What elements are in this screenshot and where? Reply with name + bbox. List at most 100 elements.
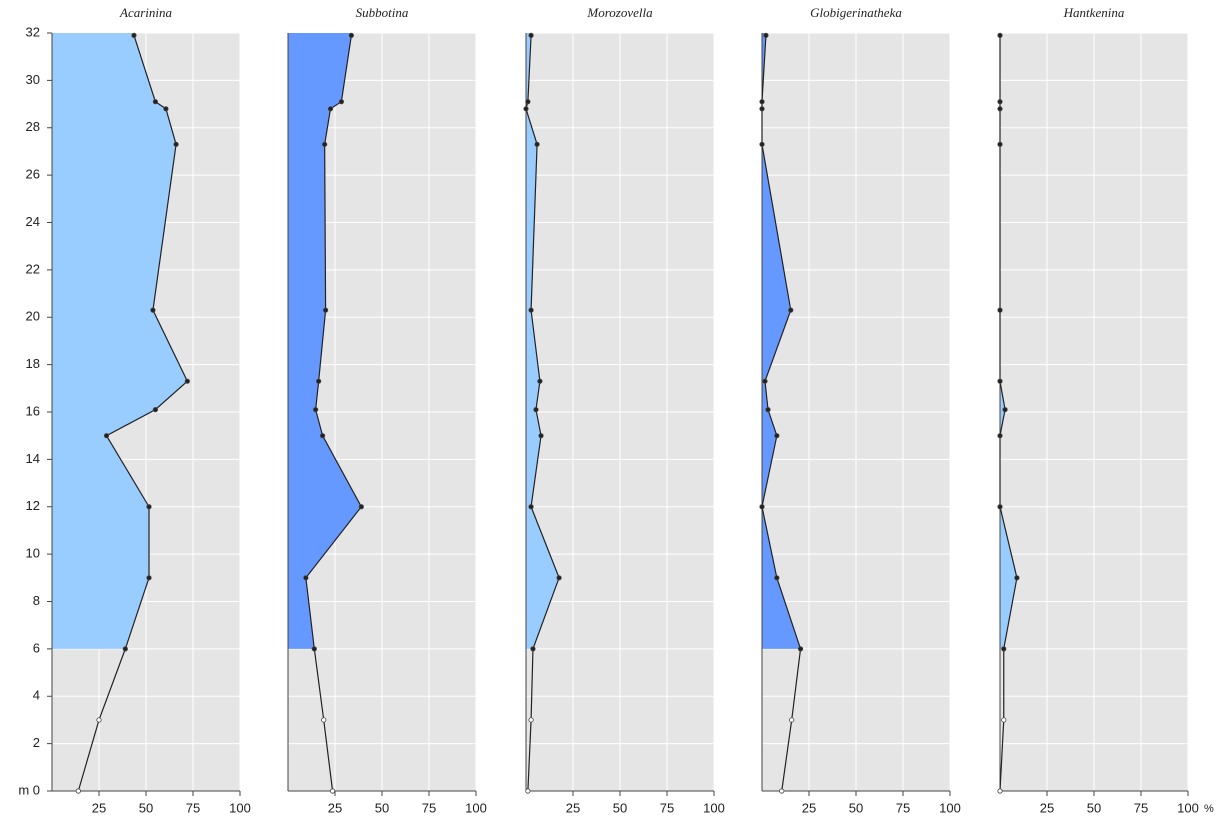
data-point xyxy=(774,433,780,439)
panel-title: Globigerinatheka xyxy=(810,5,902,20)
data-point xyxy=(1001,646,1007,652)
data-point xyxy=(303,575,309,581)
data-point xyxy=(311,646,317,652)
y-tick-label: 8 xyxy=(33,593,40,608)
data-point xyxy=(528,717,534,723)
data-point xyxy=(173,141,179,147)
data-point xyxy=(131,32,137,38)
data-point xyxy=(530,646,536,652)
data-point xyxy=(1014,575,1020,581)
data-point xyxy=(534,141,540,147)
data-point xyxy=(528,32,534,38)
y-tick-label: 14 xyxy=(26,451,40,466)
data-point xyxy=(997,378,1003,384)
data-point xyxy=(759,106,765,112)
x-tick-label: 100 xyxy=(229,800,251,815)
data-point xyxy=(997,141,1003,147)
data-point xyxy=(528,307,534,313)
x-tick-label: 75 xyxy=(422,800,436,815)
x-tick-label: 25 xyxy=(1040,800,1054,815)
data-point xyxy=(146,575,152,581)
y-tick-label: 16 xyxy=(26,403,40,418)
data-point xyxy=(759,504,765,510)
data-point xyxy=(316,378,322,384)
y-tick-label: 22 xyxy=(26,261,40,276)
data-point xyxy=(319,433,326,439)
data-point xyxy=(788,307,794,313)
x-tick-label: 25 xyxy=(92,800,106,815)
data-point xyxy=(797,646,804,652)
panel-title: Morozovella xyxy=(586,5,653,20)
data-point xyxy=(997,788,1003,794)
data-point xyxy=(789,717,795,723)
area-fill xyxy=(1000,33,1017,649)
x-tick-label: 50 xyxy=(613,800,627,815)
data-point xyxy=(759,99,765,105)
y-tick-label: 4 xyxy=(33,688,40,703)
y-tick-label: 12 xyxy=(26,498,40,513)
x-tick-label: 100 xyxy=(939,800,961,815)
data-point xyxy=(1002,407,1008,413)
x-tick-label: 50 xyxy=(849,800,863,815)
y-tick-label: 20 xyxy=(26,309,40,324)
data-point xyxy=(322,307,329,313)
x-tick-label: 25 xyxy=(566,800,580,815)
data-point xyxy=(525,99,531,105)
data-point xyxy=(146,504,152,510)
data-point xyxy=(152,407,158,413)
area-fill xyxy=(526,33,560,649)
x-tick-label: 100 xyxy=(1177,800,1199,815)
data-point xyxy=(329,788,336,794)
y-tick-label: 2 xyxy=(33,735,40,750)
data-point xyxy=(997,433,1003,439)
x-tick-label: 100 xyxy=(703,800,725,815)
x-tick-label: 75 xyxy=(1134,800,1148,815)
y-tick-label: 24 xyxy=(26,214,40,229)
data-point xyxy=(997,106,1003,112)
data-point xyxy=(533,407,539,413)
data-point xyxy=(779,788,785,794)
y-tick-label: 28 xyxy=(26,119,40,134)
data-point xyxy=(327,106,334,112)
data-point xyxy=(322,141,328,147)
data-point xyxy=(103,433,110,439)
data-point xyxy=(997,307,1003,313)
data-point xyxy=(1001,717,1007,723)
data-point xyxy=(556,575,562,581)
data-point xyxy=(96,717,102,723)
data-point xyxy=(321,717,327,723)
data-point xyxy=(152,99,158,105)
panel-title: Acarinina xyxy=(119,5,172,20)
data-point xyxy=(358,504,364,510)
y-tick-label: m 0 xyxy=(18,782,40,797)
data-point xyxy=(762,378,768,384)
data-point xyxy=(774,575,780,581)
x-tick-label: 25 xyxy=(328,800,342,815)
area-fill xyxy=(52,33,188,649)
area-fill xyxy=(288,33,362,649)
y-tick-label: 32 xyxy=(26,24,40,39)
x-tick-label: 75 xyxy=(660,800,674,815)
data-point xyxy=(997,99,1003,105)
panel-title: Hantkenina xyxy=(1063,5,1125,20)
data-point xyxy=(997,504,1003,510)
data-point xyxy=(313,407,319,413)
x-tick-label: 75 xyxy=(186,800,200,815)
data-point xyxy=(537,378,543,384)
data-point xyxy=(538,433,544,439)
x-tick-label: 25 xyxy=(802,800,816,815)
x-tick-label: 50 xyxy=(139,800,153,815)
data-point xyxy=(184,378,190,384)
area-fill xyxy=(762,33,801,649)
data-point xyxy=(525,788,531,794)
data-point xyxy=(763,32,769,38)
x-unit: % xyxy=(1204,803,1214,815)
x-tick-label: 100 xyxy=(465,800,487,815)
y-tick-label: 18 xyxy=(26,356,40,371)
data-point xyxy=(348,32,354,38)
data-point xyxy=(997,32,1003,38)
y-tick-label: 6 xyxy=(33,640,40,655)
data-point xyxy=(765,407,771,413)
y-tick-label: 10 xyxy=(26,546,40,561)
